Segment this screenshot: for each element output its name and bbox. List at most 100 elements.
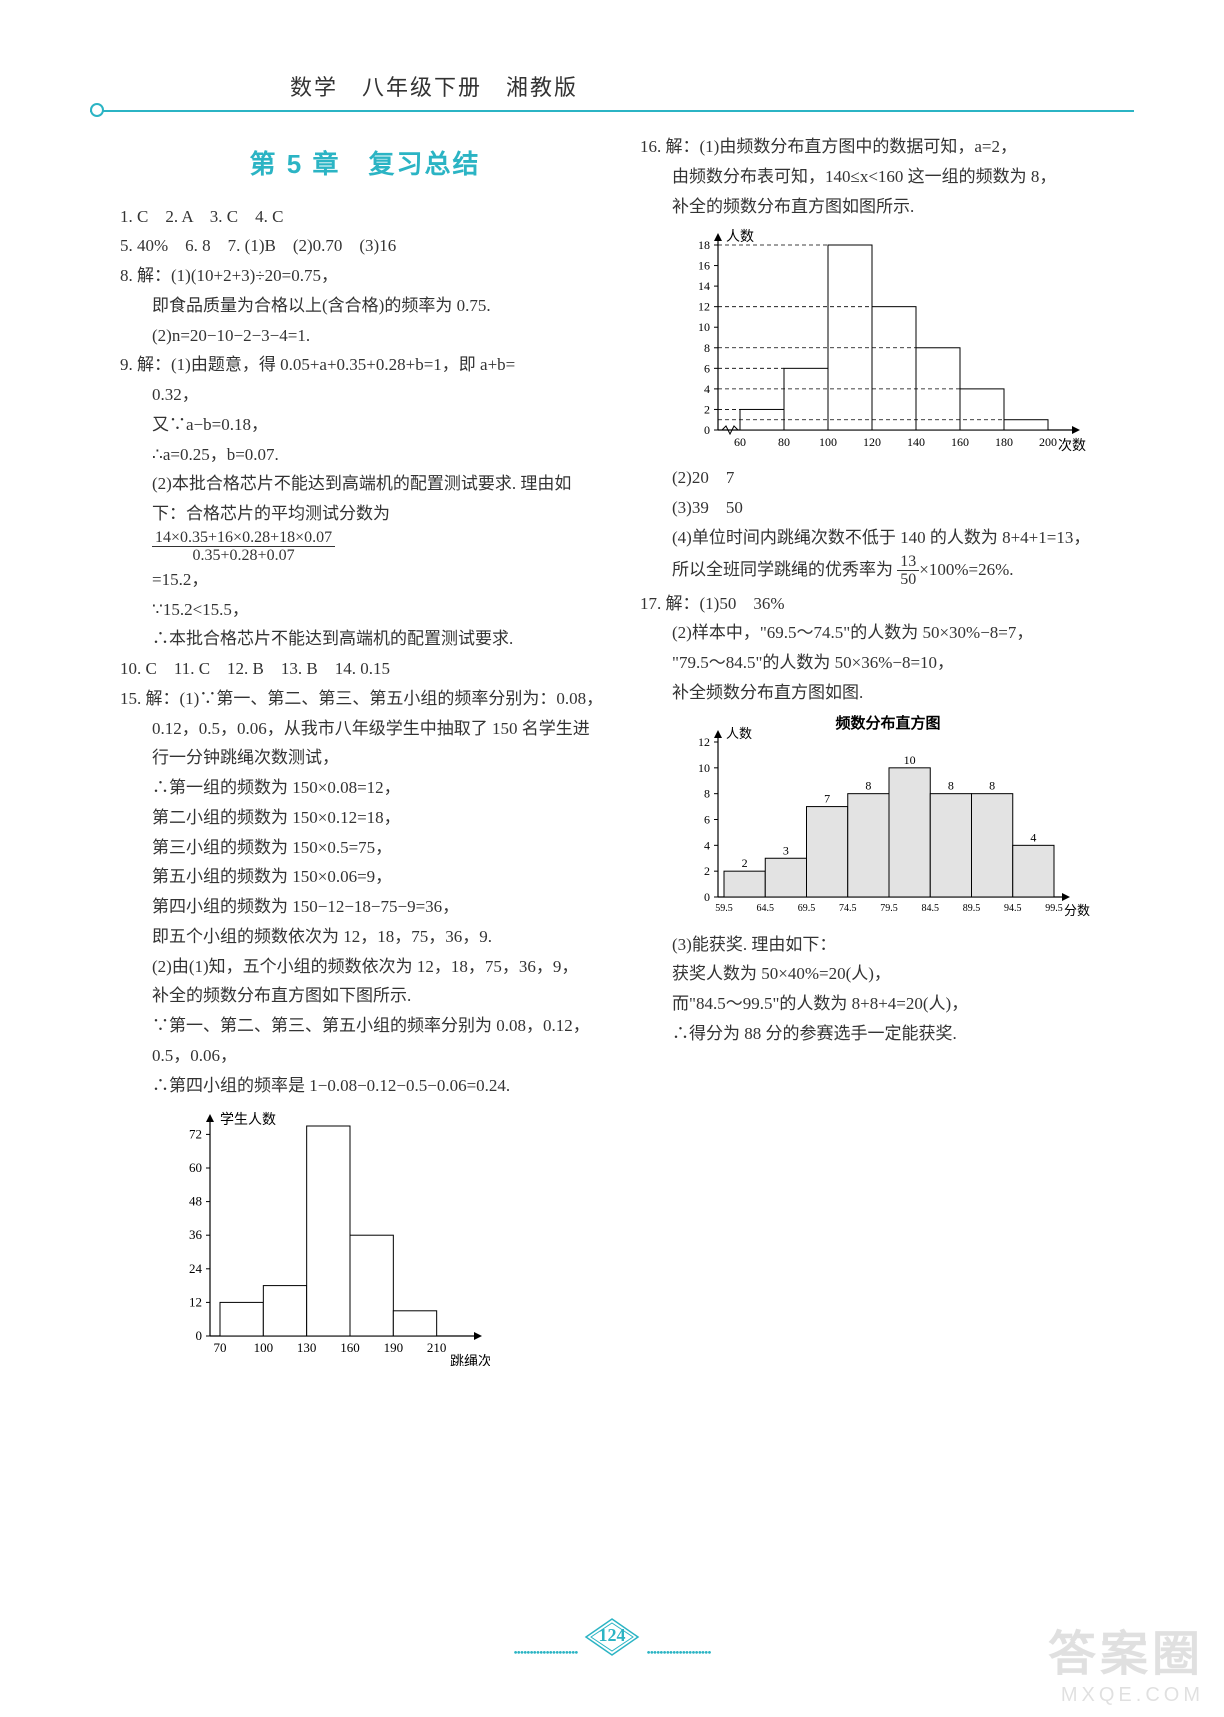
text-line: (2)本批合格芯片不能达到高端机的配置测试要求. 理由如 [120, 469, 610, 499]
text-line: (2)20 7 [640, 463, 1130, 493]
chart-q16-histogram: 人数次数024681012141618608010012014016018020… [670, 227, 1090, 457]
svg-text:60: 60 [734, 435, 746, 449]
svg-text:10: 10 [698, 320, 710, 334]
text-line: (2)由(1)知，五个小组的频数依次为 12，18，75，36，9， [120, 952, 610, 982]
text-line: 第三小组的频数为 150×0.5=75， [120, 833, 610, 863]
watermark: 答案圈 MXQE.COM [1048, 1614, 1204, 1707]
svg-text:94.5: 94.5 [1004, 903, 1022, 914]
chart-q15-histogram: 学生人数跳绳次数012243648607270100130160190210 [150, 1106, 490, 1366]
text-line: ∵15.2<15.5， [120, 595, 610, 625]
chart-q17-histogram: 频数分布直方图人数分数02468101223781088459.564.569.… [670, 714, 1090, 924]
text-line: 即五个小组的频数依次为 12，18，75，36，9. [120, 922, 610, 952]
svg-text:36: 36 [189, 1228, 203, 1243]
svg-text:分数: 分数 [1064, 903, 1090, 918]
text-line: 第五小组的频数为 150×0.06=9， [120, 862, 610, 892]
text-span: ×100%=26%. [919, 560, 1013, 579]
page-header: 数学 八年级下册 湘教版 [90, 0, 1134, 112]
svg-text:12: 12 [189, 1295, 202, 1310]
svg-text:学生人数: 学生人数 [220, 1112, 276, 1128]
svg-text:跳绳次数: 跳绳次数 [450, 1354, 490, 1366]
svg-text:8: 8 [865, 778, 871, 792]
svg-text:2: 2 [704, 864, 710, 878]
fraction-num: 13 [897, 553, 919, 572]
text-line: (3)能获奖. 理由如下： [640, 930, 1130, 960]
text-line: 16. 解：(1)由频数分布直方图中的数据可知，a=2， [640, 132, 1130, 162]
text-line: 获奖人数为 50×40%=20(人)， [640, 959, 1130, 989]
text-line: (3)39 50 [640, 493, 1130, 523]
text-line: 而"84.5～99.5"的人数为 8+8+4=20(人)， [640, 989, 1130, 1019]
svg-text:89.5: 89.5 [963, 903, 981, 914]
text-line: 补全频数分布直方图如图. [640, 678, 1130, 708]
svg-text:210: 210 [427, 1340, 447, 1355]
svg-text:人数: 人数 [726, 726, 752, 741]
svg-text:100: 100 [819, 435, 837, 449]
text-line: (4)单位时间内跳绳次数不低于 140 的人数为 8+4+1=13， [640, 523, 1130, 553]
header-ornament [90, 103, 104, 117]
svg-text:10: 10 [698, 761, 710, 775]
svg-text:180: 180 [995, 435, 1013, 449]
svg-text:80: 80 [778, 435, 790, 449]
svg-text:8: 8 [989, 778, 995, 792]
text-line: 第四小组的频数为 150−12−18−75−9=36， [120, 892, 610, 922]
svg-text:0: 0 [704, 890, 710, 904]
text-line: ∴得分为 88 分的参赛选手一定能获奖. [640, 1019, 1130, 1049]
svg-text:200: 200 [1039, 435, 1057, 449]
text-line: ∵第一、第二、第三、第五小组的频率分别为 0.08，0.12， [120, 1011, 610, 1041]
text-line: 又∵a−b=0.18， [120, 410, 610, 440]
svg-text:8: 8 [704, 786, 710, 800]
text-line: 9. 解：(1)由题意，得 0.05+a+0.35+0.28+b=1，即 a+b… [120, 350, 610, 380]
svg-text:7: 7 [824, 791, 830, 805]
footer-dots: •••••••••••••••••••• [513, 1645, 577, 1659]
text-line: (2)n=20−10−2−3−4=1. [120, 321, 610, 351]
svg-text:160: 160 [340, 1340, 360, 1355]
svg-text:74.5: 74.5 [839, 903, 857, 914]
text-line: 0.5，0.06， [120, 1041, 610, 1071]
svg-text:69.5: 69.5 [798, 903, 816, 914]
svg-text:0: 0 [704, 423, 710, 437]
page-number: 124 [582, 1625, 642, 1646]
content: 第 5 章 复习总结 1. C 2. A 3. C 4. C 5. 40% 6.… [0, 112, 1224, 1372]
svg-text:12: 12 [698, 735, 710, 749]
text-line: 第二小组的频数为 150×0.12=18， [120, 803, 610, 833]
text-line: 补全的频数分布直方图如下图所示. [120, 981, 610, 1011]
footer-dots: •••••••••••••••••••• [647, 1645, 711, 1659]
svg-text:次数: 次数 [1058, 438, 1086, 454]
svg-text:120: 120 [863, 435, 881, 449]
text-line: 即食品质量为合格以上(含合格)的频率为 0.75. [120, 291, 610, 321]
svg-text:70: 70 [214, 1340, 227, 1355]
text-line: (2)样本中，"69.5～74.5"的人数为 50×30%−8=7， [640, 618, 1130, 648]
fraction-den: 50 [897, 571, 919, 589]
svg-text:60: 60 [189, 1160, 202, 1175]
svg-text:4: 4 [1030, 830, 1036, 844]
chapter-title: 第 5 章 复习总结 [120, 132, 610, 202]
svg-text:14: 14 [698, 279, 710, 293]
svg-text:79.5: 79.5 [880, 903, 898, 914]
right-column: 16. 解：(1)由频数分布直方图中的数据可知，a=2， 由频数分布表可知，14… [640, 132, 1130, 1372]
svg-text:12: 12 [698, 300, 710, 314]
text-line: 下：合格芯片的平均测试分数为 [120, 499, 610, 529]
svg-text:18: 18 [698, 238, 710, 252]
svg-text:2: 2 [704, 403, 710, 417]
svg-text:6: 6 [704, 362, 710, 376]
svg-text:0: 0 [196, 1328, 203, 1343]
left-column: 第 5 章 复习总结 1. C 2. A 3. C 4. C 5. 40% 6.… [120, 132, 610, 1372]
text-line: ∴第四小组的频率是 1−0.08−0.12−0.5−0.06=0.24. [120, 1071, 610, 1101]
text-line: 8. 解：(1)(10+2+3)÷20=0.75， [120, 261, 610, 291]
svg-text:4: 4 [704, 838, 710, 852]
svg-text:2: 2 [742, 856, 748, 870]
text-line: =15.2， [120, 565, 610, 595]
header-title: 数学 八年级下册 湘教版 [290, 70, 1134, 102]
svg-text:130: 130 [297, 1340, 317, 1355]
svg-text:99.5: 99.5 [1045, 903, 1063, 914]
text-line: 17. 解：(1)50 36% [640, 589, 1130, 619]
svg-text:72: 72 [189, 1127, 202, 1142]
svg-text:190: 190 [384, 1340, 404, 1355]
text-line: 0.12，0.5，0.06，从我市八年级学生中抽取了 150 名学生进 [120, 714, 610, 744]
text-line: 5. 40% 6. 8 7. (1)B (2)0.70 (3)16 [120, 231, 610, 261]
text-line: ∴a=0.25，b=0.07. [120, 440, 610, 470]
svg-text:160: 160 [951, 435, 969, 449]
watermark-url: MXQE.COM [1048, 1684, 1204, 1707]
svg-text:64.5: 64.5 [757, 903, 775, 914]
svg-text:59.5: 59.5 [715, 903, 733, 914]
watermark-text: 答案圈 [1048, 1614, 1204, 1684]
